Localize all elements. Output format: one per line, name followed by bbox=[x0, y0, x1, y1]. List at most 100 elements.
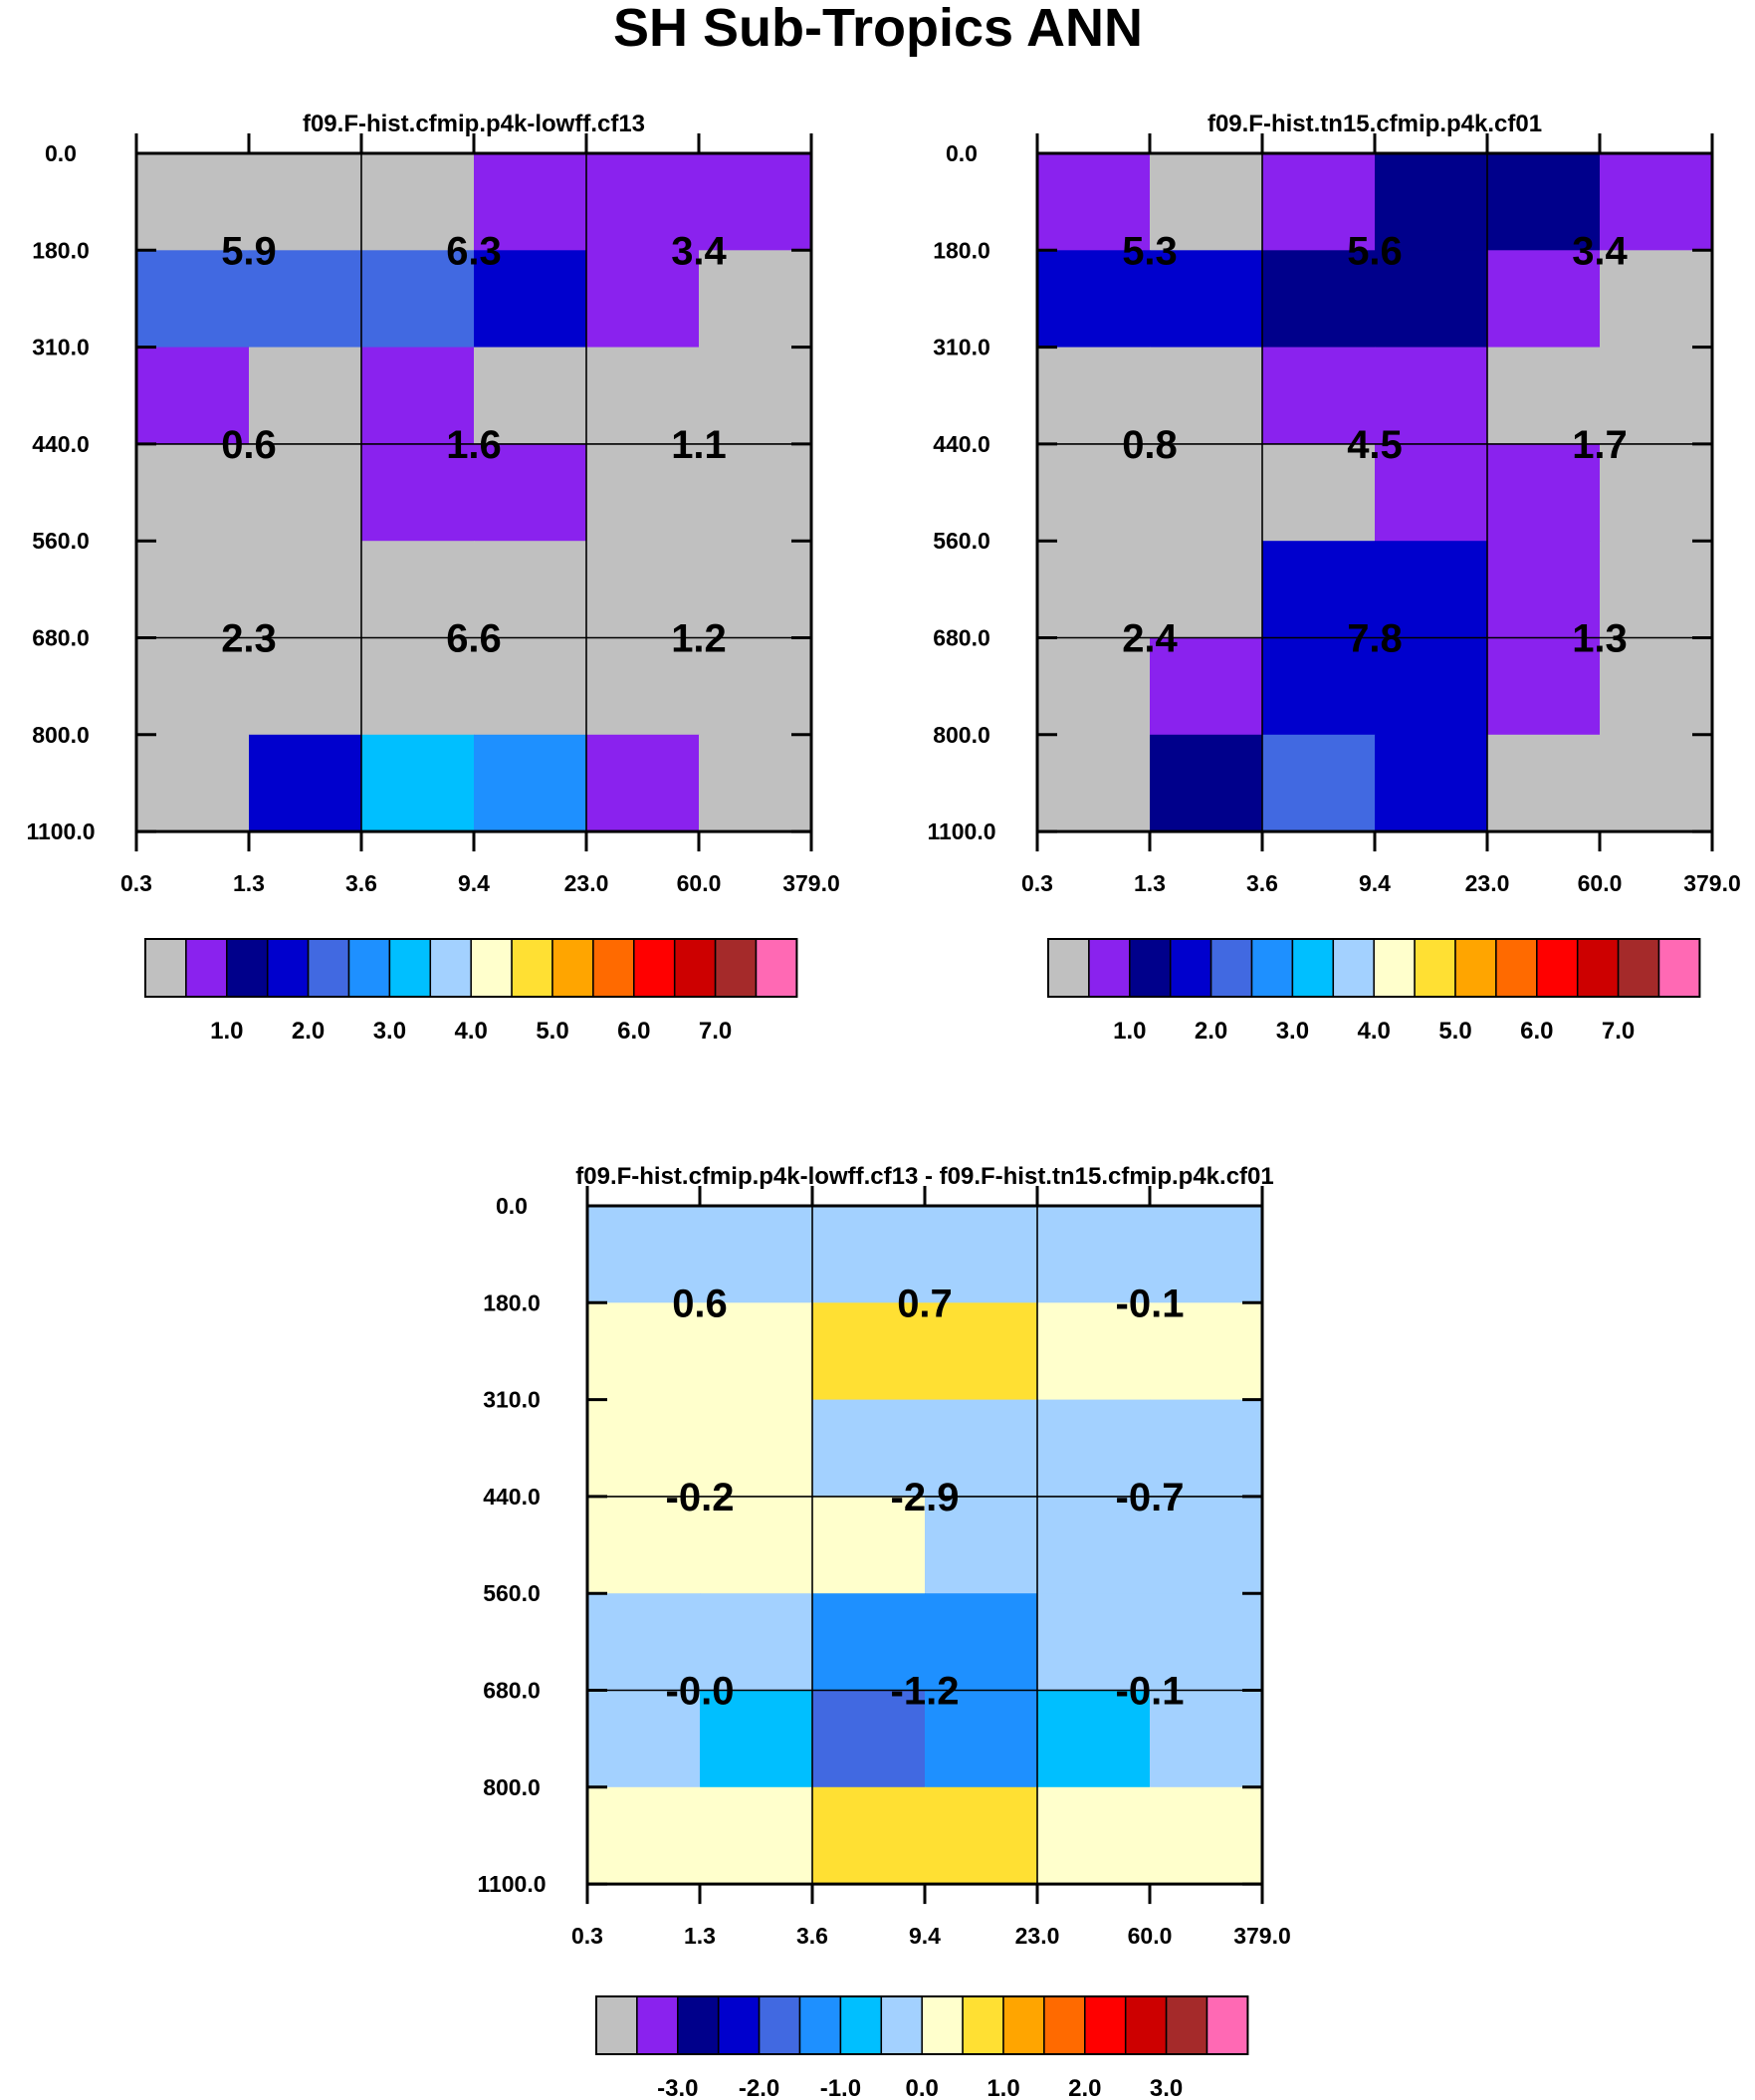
colorbar-swatch bbox=[677, 1995, 720, 2055]
heatmap-cell bbox=[587, 1399, 701, 1498]
heatmap-cell bbox=[1600, 734, 1713, 832]
heatmap-cell bbox=[699, 637, 812, 736]
y-tick-label: 680.0 bbox=[483, 1678, 541, 1704]
heatmap-cell bbox=[812, 1690, 926, 1788]
heatmap-cell bbox=[1037, 1786, 1151, 1885]
region-value-label: -0.0 bbox=[666, 1670, 735, 1714]
colorbar: 1.0 2.0 3.0 4.0 5.0 6.0 7.0 bbox=[1047, 938, 1701, 1045]
colorbar-swatch bbox=[714, 938, 758, 998]
x-tick-label: 9.4 bbox=[458, 870, 490, 896]
colorbar-label: 7.0 bbox=[699, 1018, 732, 1045]
heatmap-cell bbox=[812, 1786, 926, 1885]
heatmap-cell bbox=[1262, 637, 1376, 736]
x-tick-label: 0.3 bbox=[571, 1923, 603, 1949]
colorbar-swatch bbox=[1206, 1995, 1249, 2055]
heatmap-cell bbox=[1150, 637, 1263, 736]
y-tick-label: 800.0 bbox=[483, 1774, 541, 1800]
y-tick-label: 560.0 bbox=[933, 528, 990, 554]
region-value-label: -2.9 bbox=[891, 1476, 960, 1519]
colorbar-swatch bbox=[1169, 938, 1212, 998]
colorbar-swatch bbox=[1047, 938, 1090, 998]
region-value-label: 1.1 bbox=[671, 423, 727, 467]
heatmap-cell bbox=[474, 153, 587, 251]
colorbar-swatch bbox=[429, 938, 472, 998]
x-tick-label: 379.0 bbox=[1233, 1923, 1291, 1949]
heatmap-cell bbox=[1375, 347, 1488, 445]
region-value-label: 1.6 bbox=[446, 423, 502, 467]
x-tick-label: 60.0 bbox=[1578, 870, 1623, 896]
region-value-label: 0.8 bbox=[1122, 423, 1178, 467]
heatmap-cell bbox=[586, 541, 700, 639]
x-tick-label: 1.3 bbox=[1134, 870, 1166, 896]
heatmap-cell bbox=[925, 1786, 1038, 1885]
y-tick-label: 1100.0 bbox=[927, 818, 995, 844]
heatmap-cell bbox=[587, 1690, 701, 1788]
region-value-label: 5.3 bbox=[1122, 229, 1178, 273]
panel-title: f09.F-hist.cfmip.p4k-lowff.cf13 bbox=[303, 111, 645, 137]
heatmap-cell bbox=[136, 734, 250, 832]
colorbar-label: 4.0 bbox=[1358, 1018, 1391, 1045]
heatmap-cell bbox=[587, 1786, 701, 1885]
heatmap-cell bbox=[1487, 443, 1601, 542]
heatmap-cell bbox=[700, 1593, 813, 1692]
colorbar-swatch bbox=[1536, 938, 1579, 998]
heatmap-cell bbox=[586, 347, 700, 445]
x-tick-label: 0.3 bbox=[1021, 870, 1053, 896]
colorbar-label: 7.0 bbox=[1602, 1018, 1635, 1045]
heatmap-cell bbox=[474, 443, 587, 542]
heatmap-cell bbox=[1150, 1593, 1263, 1692]
y-tick-label: 0.0 bbox=[45, 140, 77, 166]
heatmap-cell bbox=[925, 1302, 1038, 1401]
region-value-label: 2.4 bbox=[1122, 617, 1178, 661]
region-value-label: 0.7 bbox=[897, 1282, 953, 1325]
heatmap-cell bbox=[586, 153, 700, 251]
heatmap-cell bbox=[1262, 734, 1376, 832]
heatmap-cell bbox=[1037, 1399, 1151, 1498]
colorbar-swatch bbox=[307, 938, 350, 998]
heatmap-cell bbox=[1375, 443, 1488, 542]
heatmap-cell bbox=[812, 1496, 926, 1594]
x-tick-label: 23.0 bbox=[1015, 1923, 1060, 1949]
heatmap-cell bbox=[361, 153, 475, 251]
heatmap-cell bbox=[1375, 734, 1488, 832]
heatmap-cell bbox=[249, 443, 362, 542]
colorbar-label: 3.0 bbox=[1150, 2075, 1183, 2100]
colorbar-label: 3.0 bbox=[373, 1018, 406, 1045]
y-tick-label: 800.0 bbox=[933, 722, 990, 748]
heatmap-cell bbox=[1037, 1690, 1151, 1788]
region-value-label: 5.6 bbox=[1347, 229, 1403, 273]
heatmap-cell bbox=[361, 250, 475, 349]
heatmap-cell bbox=[1487, 637, 1601, 736]
colorbar-label: 4.0 bbox=[455, 1018, 488, 1045]
heatmap-cell bbox=[1150, 1496, 1263, 1594]
region-value-label: -1.2 bbox=[891, 1670, 960, 1714]
heatmap-cell bbox=[1037, 1593, 1151, 1692]
colorbar-frame bbox=[595, 1995, 1249, 2055]
colorbar-label: 2.0 bbox=[1068, 2075, 1101, 2100]
colorbar-swatch bbox=[1043, 1995, 1086, 2055]
region-value-label: 3.4 bbox=[1572, 229, 1628, 273]
heatmap-cell bbox=[925, 1690, 1038, 1788]
colorbar-swatch bbox=[839, 1995, 883, 2055]
colorbar-label: 1.0 bbox=[210, 1018, 243, 1045]
colorbar-swatch bbox=[633, 938, 676, 998]
y-tick-label: 180.0 bbox=[933, 237, 990, 263]
heatmap-cell bbox=[1037, 1496, 1151, 1594]
heatmap-cell bbox=[1150, 541, 1263, 639]
colorbar-swatch bbox=[511, 938, 553, 998]
heatmap-cell bbox=[699, 443, 812, 542]
region-value-label: -0.1 bbox=[1116, 1670, 1185, 1714]
x-tick-label: 3.6 bbox=[345, 870, 377, 896]
heatmap-cell bbox=[1375, 153, 1488, 251]
heatmap-cell bbox=[925, 1206, 1038, 1303]
colorbar-swatch bbox=[758, 1995, 801, 2055]
colorbar-label: 2.0 bbox=[1195, 1018, 1227, 1045]
heatmap-panel-1: f09.F-hist.cfmip.p4k-lowff.cf13 0.0 180.0 3… bbox=[26, 111, 839, 1045]
colorbar-label: -3.0 bbox=[657, 2075, 698, 2100]
heatmap-cell bbox=[136, 153, 250, 251]
region-value-label: 6.3 bbox=[446, 229, 502, 273]
heatmap-cell bbox=[1375, 541, 1488, 639]
colorbar-swatch bbox=[388, 938, 432, 998]
heatmap-cell bbox=[1600, 637, 1713, 736]
region-value-label: 3.4 bbox=[671, 229, 727, 273]
